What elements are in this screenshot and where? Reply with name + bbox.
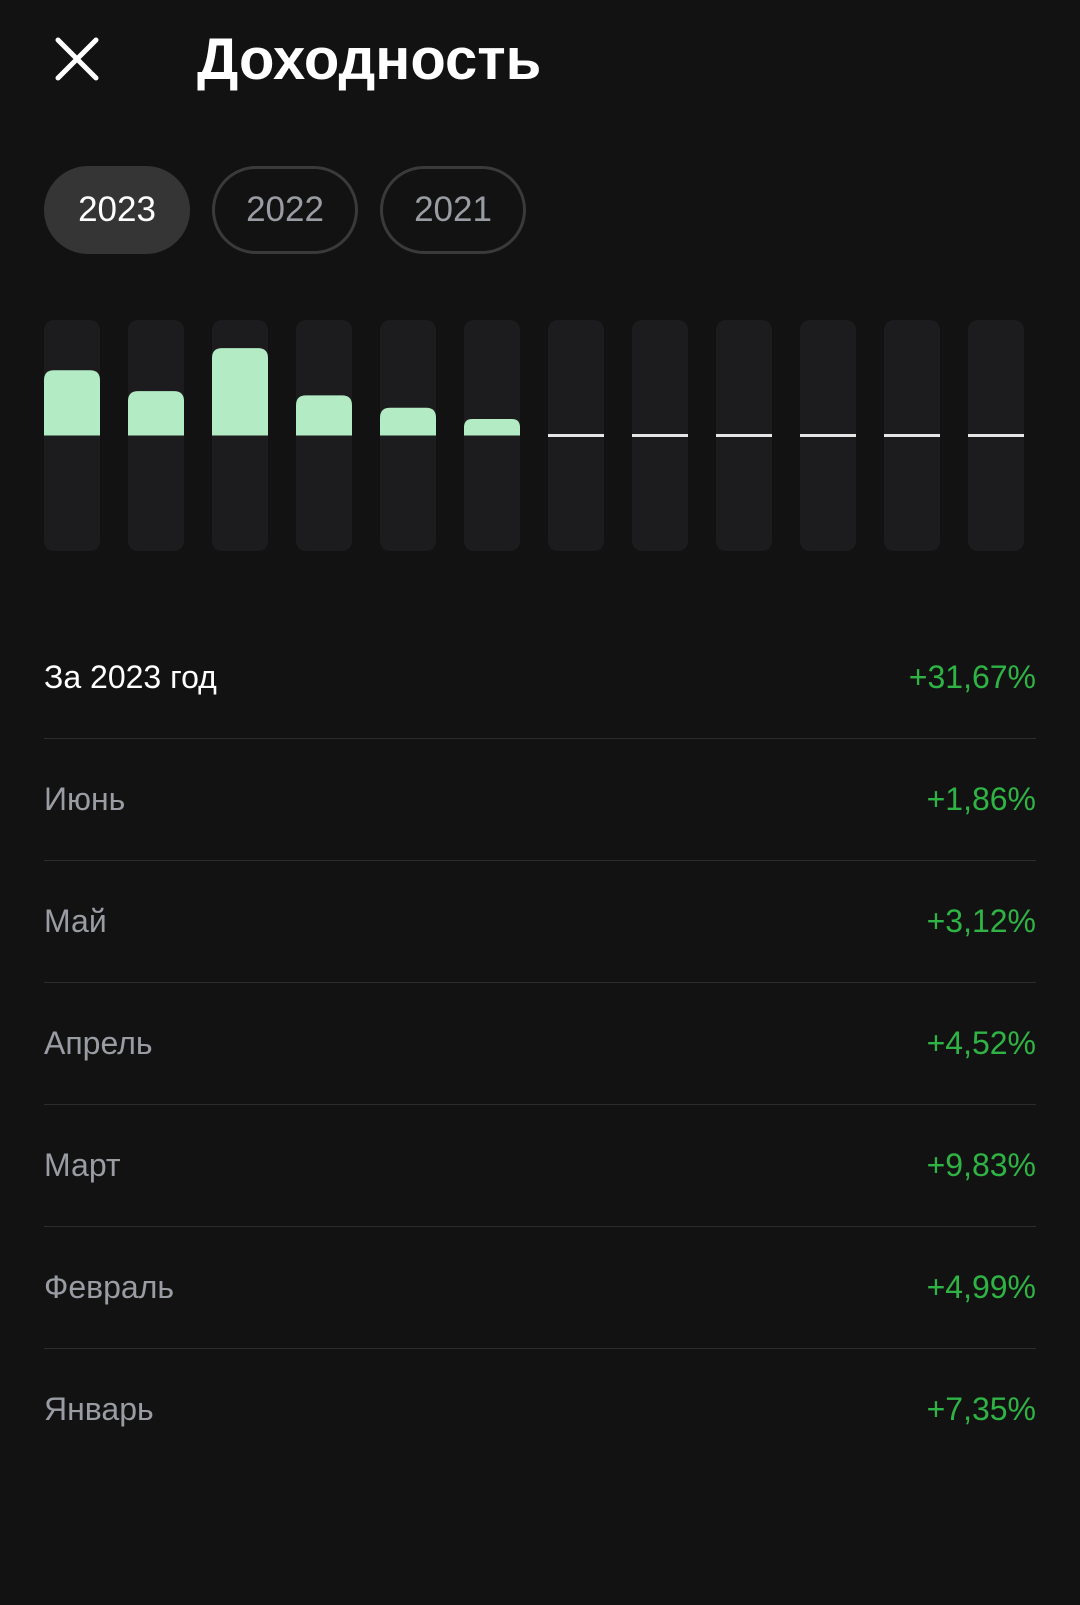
tab-2023[interactable]: 2023 [44,166,190,254]
close-button[interactable] [54,36,100,82]
tab-2022[interactable]: 2022 [212,166,358,254]
list-item: Февраль +4,99% [44,1227,1036,1349]
empty-month-marker [548,434,604,437]
month-value: +3,12% [926,903,1036,939]
summary-label: За 2023 год [44,659,217,695]
list-item: Апрель +4,52% [44,983,1036,1105]
year-summary-row: За 2023 год +31,67% [44,617,1036,739]
monthly-returns-chart [44,320,1024,551]
month-label: Май [44,903,107,939]
list-item: Май +3,12% [44,861,1036,983]
month-label: Февраль [44,1269,175,1305]
list-item: Январь +7,35% [44,1349,1036,1470]
empty-month-marker [884,434,940,437]
month-value: +7,35% [926,1391,1036,1427]
page-title: Доходность [197,27,542,92]
month-value: +4,99% [926,1269,1036,1305]
list-item: Март +9,83% [44,1105,1036,1227]
year-tabs: 2023 2022 2021 [44,166,526,254]
tab-2021[interactable]: 2021 [380,166,526,254]
bar-Январь[interactable] [44,370,100,436]
empty-month-marker [632,434,688,437]
empty-month-marker [800,434,856,437]
month-label: Апрель [44,1025,153,1061]
bar-Февраль[interactable] [128,391,184,436]
empty-month-marker [968,434,1024,437]
month-label: Март [44,1147,121,1183]
bar-Март[interactable] [212,348,268,436]
empty-month-marker [716,434,772,437]
close-icon [55,37,99,81]
list-item: Июнь +1,86% [44,739,1036,861]
month-value: +9,83% [926,1147,1036,1183]
bar-Май[interactable] [380,407,436,436]
summary-value: +31,67% [908,659,1036,695]
month-value: +1,86% [926,781,1036,817]
month-label: Январь [44,1391,154,1427]
month-value: +4,52% [926,1025,1036,1061]
bar-Июнь[interactable] [464,418,520,436]
month-label: Июнь [44,781,126,817]
returns-list: За 2023 год +31,67% Июнь +1,86% Май +3,12%… [44,617,1036,1470]
bar-Апрель[interactable] [296,395,352,436]
